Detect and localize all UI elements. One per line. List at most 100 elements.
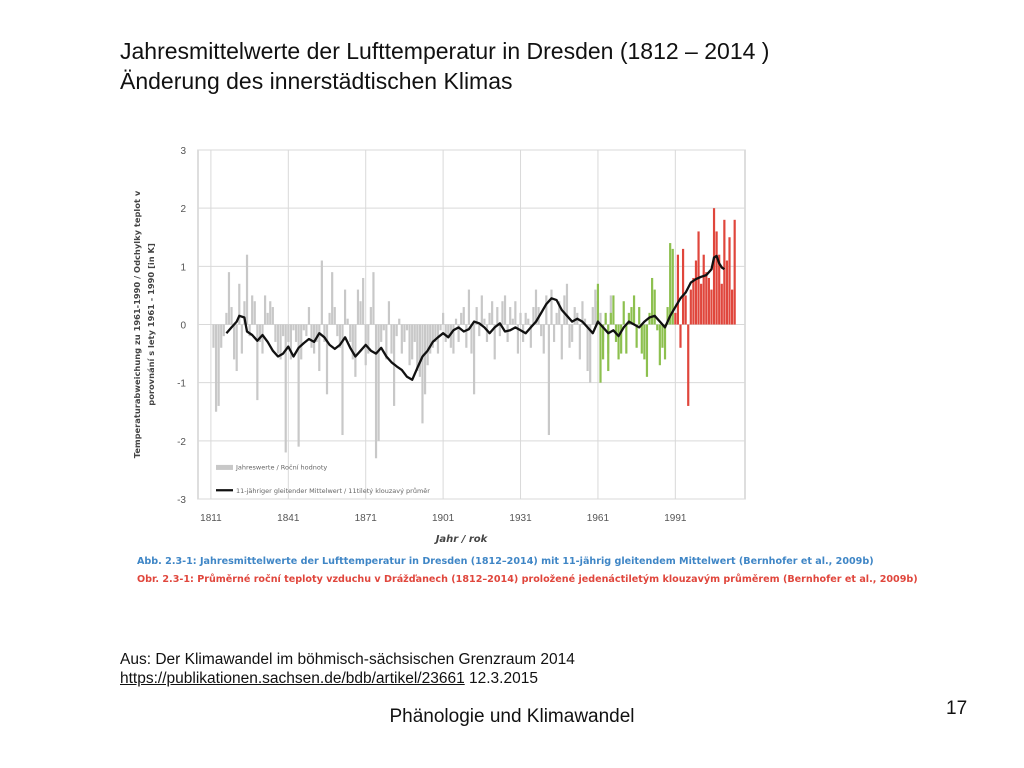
x-tick-label: 1841 bbox=[277, 513, 300, 524]
data-bar bbox=[418, 324, 421, 377]
data-bar bbox=[601, 324, 605, 360]
data-bar bbox=[609, 295, 612, 325]
data-bar bbox=[377, 324, 380, 441]
data-bar bbox=[645, 324, 649, 377]
data-bar bbox=[318, 324, 321, 372]
data-bar bbox=[498, 324, 501, 337]
data-bar bbox=[411, 324, 414, 360]
data-bar bbox=[681, 248, 685, 325]
slide-footer: Phänologie und Klimawandel bbox=[389, 706, 635, 727]
data-bar bbox=[532, 307, 535, 325]
data-bar bbox=[367, 324, 370, 354]
data-bar bbox=[403, 324, 406, 342]
data-bar bbox=[694, 260, 698, 325]
x-axis-label: Jahr / rok bbox=[434, 534, 489, 545]
data-bar bbox=[269, 301, 272, 325]
data-bar bbox=[400, 324, 403, 354]
data-bar bbox=[635, 324, 638, 348]
data-bar bbox=[338, 324, 342, 348]
data-bar bbox=[563, 295, 566, 325]
data-bar bbox=[439, 324, 442, 331]
figure-caption-german: Abb. 2.3-1: Jahresmittelwerte der Luftte… bbox=[137, 556, 874, 567]
y-tick-label: 1 bbox=[180, 262, 186, 273]
data-bar bbox=[444, 324, 447, 342]
data-bar bbox=[547, 324, 551, 436]
data-bar bbox=[524, 312, 527, 325]
data-bar bbox=[449, 324, 452, 348]
data-bar bbox=[271, 307, 274, 325]
data-bar bbox=[354, 324, 357, 377]
data-bar bbox=[712, 208, 716, 325]
data-bar bbox=[227, 272, 231, 325]
source-date: 12.3.2015 bbox=[469, 670, 538, 687]
data-bar bbox=[617, 324, 620, 360]
data-bar bbox=[315, 324, 318, 342]
x-tick-label: 1931 bbox=[509, 513, 532, 524]
data-bar bbox=[640, 324, 643, 354]
data-bar bbox=[390, 324, 393, 354]
data-bar bbox=[289, 324, 292, 360]
data-bar bbox=[501, 301, 504, 325]
data-bar bbox=[245, 254, 249, 325]
data-bar bbox=[684, 295, 687, 325]
data-bar bbox=[323, 324, 326, 342]
data-bar bbox=[503, 295, 507, 325]
data-bar bbox=[491, 301, 494, 325]
chart-bars bbox=[212, 208, 736, 459]
data-bar bbox=[408, 324, 411, 366]
data-bar bbox=[300, 324, 303, 360]
data-bar bbox=[511, 318, 514, 325]
data-bar bbox=[416, 324, 419, 372]
data-bar bbox=[480, 295, 483, 325]
data-bar bbox=[374, 324, 378, 459]
data-bar bbox=[447, 324, 450, 337]
data-bar bbox=[620, 324, 623, 354]
data-bar bbox=[349, 324, 352, 342]
data-bar bbox=[343, 289, 347, 325]
data-bar bbox=[627, 312, 630, 325]
data-bar bbox=[274, 324, 277, 342]
data-bar bbox=[240, 324, 243, 354]
data-bar bbox=[251, 295, 254, 325]
data-bar bbox=[305, 324, 308, 337]
data-bar bbox=[238, 283, 241, 325]
data-bar bbox=[718, 254, 721, 325]
data-bar bbox=[294, 324, 298, 342]
data-bar bbox=[359, 301, 362, 325]
source-link[interactable]: https://publikationen.sachsen.de/bdb/art… bbox=[120, 670, 465, 687]
data-bar bbox=[663, 324, 667, 360]
page-number: 17 bbox=[946, 698, 968, 719]
data-bar bbox=[493, 324, 496, 360]
data-bar bbox=[485, 324, 489, 342]
data-bar bbox=[320, 260, 323, 325]
data-bar bbox=[253, 301, 256, 325]
data-bar bbox=[540, 324, 543, 337]
data-bar bbox=[460, 312, 463, 325]
data-bar bbox=[550, 289, 553, 325]
data-bar bbox=[263, 295, 267, 325]
data-bar bbox=[720, 283, 723, 325]
data-bar bbox=[351, 324, 354, 360]
data-bar bbox=[651, 277, 654, 325]
data-bar bbox=[715, 231, 718, 325]
data-bar bbox=[431, 324, 434, 348]
data-bar bbox=[558, 301, 561, 325]
slide-title-line-2: Änderung des innerstädtischen Klimas bbox=[120, 68, 513, 94]
data-bar bbox=[230, 307, 233, 325]
legend-label-mean: 11-jähriger gleitender Mittelwert / 11ti… bbox=[236, 487, 430, 495]
source-label: Aus: Der Klimawandel im böhmisch-sächsis… bbox=[120, 651, 575, 668]
data-bar bbox=[395, 324, 398, 337]
x-tick-label: 1991 bbox=[664, 513, 687, 524]
data-bar bbox=[609, 312, 612, 325]
data-bar bbox=[313, 324, 316, 354]
data-bar bbox=[583, 318, 587, 325]
data-bar bbox=[661, 324, 664, 348]
data-bar bbox=[596, 283, 600, 325]
data-bar bbox=[462, 307, 465, 325]
data-bar bbox=[612, 295, 615, 325]
data-bar bbox=[266, 312, 269, 325]
data-bar bbox=[258, 324, 262, 342]
temperature-anomaly-chart: -3 -2 -1 0 1 2 3 1811 1841 1871 1901 1931 1961 1991 Ja… bbox=[132, 146, 746, 545]
data-bar bbox=[506, 324, 509, 342]
data-bar bbox=[527, 318, 530, 325]
